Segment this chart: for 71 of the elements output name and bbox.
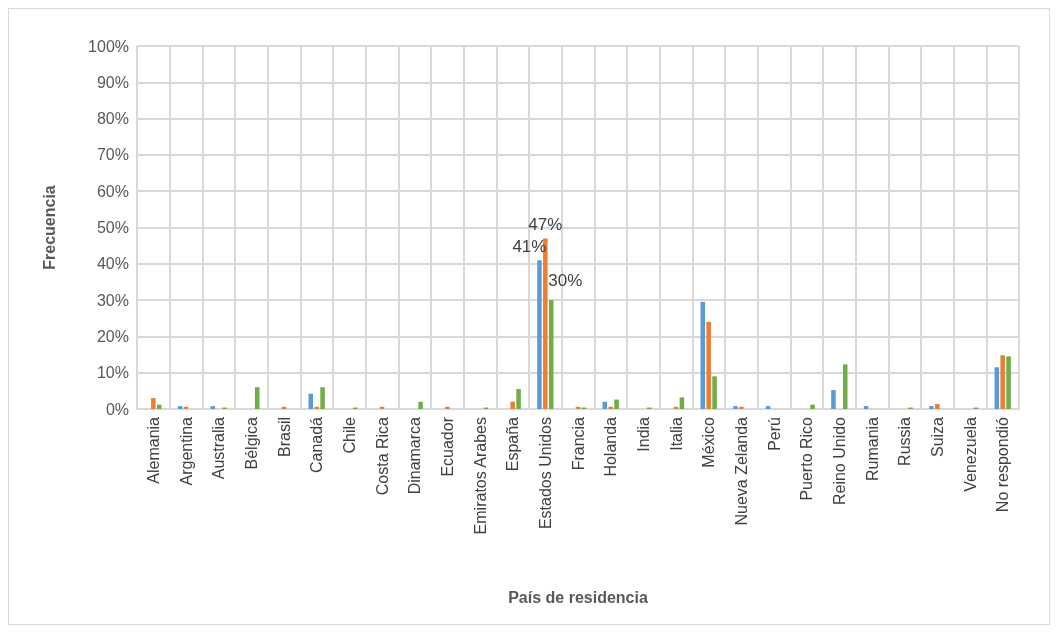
bar xyxy=(177,406,183,409)
x-tick-label: Puerto Rico xyxy=(798,416,816,501)
y-tick-label: 20% xyxy=(96,327,129,345)
bar xyxy=(210,406,216,409)
x-tick-label: Francia xyxy=(569,416,587,471)
y-tick-label: 100% xyxy=(88,37,129,55)
bar xyxy=(863,406,869,409)
bar xyxy=(929,406,934,409)
y-tick-label: 40% xyxy=(96,255,129,273)
x-axis-title: País de residencia xyxy=(508,588,648,606)
bar xyxy=(712,376,717,409)
x-tick-label: Brasil xyxy=(275,417,293,458)
x-tick-label: Russia xyxy=(896,416,914,466)
bar xyxy=(810,404,815,409)
bar xyxy=(1000,355,1005,409)
x-tick-label: Emiratos Arabes xyxy=(471,417,489,535)
x-tick-label: Italia xyxy=(667,416,685,451)
y-tick-label: 0% xyxy=(105,400,129,418)
x-tick-label: Costa Rica xyxy=(373,416,391,496)
bar xyxy=(608,406,613,409)
data-label: 30% xyxy=(548,271,583,291)
y-tick-label: 70% xyxy=(96,146,129,164)
bar xyxy=(831,390,836,409)
x-tick-label: Argentina xyxy=(177,416,195,486)
bar xyxy=(548,300,554,409)
x-tick-label: Estados Unidos xyxy=(536,417,554,530)
x-tick-label: Suiza xyxy=(928,416,946,458)
bar xyxy=(679,397,685,409)
y-tick-label: 50% xyxy=(96,219,129,236)
x-tick-label: Ecuador xyxy=(438,416,456,477)
x-tick-label: No respondió xyxy=(994,416,1012,513)
bar xyxy=(445,406,450,409)
x-tick-label: México xyxy=(700,416,718,468)
bar xyxy=(516,389,521,409)
y-tick-label: 80% xyxy=(96,110,129,128)
y-tick-label: 90% xyxy=(96,73,129,91)
bar xyxy=(314,406,319,409)
x-tick-label: Alemania xyxy=(144,416,162,484)
x-tick-label: Nueva Zelanda xyxy=(732,416,750,526)
x-tick-label: Bélgica xyxy=(242,416,260,470)
bar xyxy=(537,260,542,409)
y-tick-label: 30% xyxy=(96,291,129,309)
bar xyxy=(254,387,260,409)
bar xyxy=(1006,356,1011,409)
bar xyxy=(706,321,711,409)
data-label: 47% xyxy=(528,215,563,235)
y-axis-title: Frecuencia xyxy=(40,185,58,270)
x-tick-label: India xyxy=(634,416,652,452)
bar xyxy=(842,364,848,409)
x-tick-label: Dinamarca xyxy=(406,416,424,495)
bar xyxy=(765,406,771,409)
bar xyxy=(614,399,619,409)
x-tick-label: Perú xyxy=(765,417,783,451)
bar xyxy=(510,401,515,409)
bar xyxy=(935,403,940,409)
bar xyxy=(418,401,423,409)
x-tick-label: Chile xyxy=(340,416,358,454)
x-tick-label: Reino Unido xyxy=(830,416,848,506)
bar xyxy=(733,406,738,409)
bar xyxy=(320,387,325,409)
x-tick-label: Australia xyxy=(210,416,228,480)
y-tick-label: 60% xyxy=(96,182,129,200)
bar xyxy=(156,404,162,409)
x-tick-label: Venezuela xyxy=(961,416,979,492)
y-tick-label: 10% xyxy=(96,364,129,382)
x-tick-label: Rumania xyxy=(863,416,881,482)
x-tick-label: Holanda xyxy=(602,416,620,477)
bar xyxy=(739,406,744,409)
x-tick-label: Canadá xyxy=(308,416,326,474)
bar xyxy=(151,398,156,409)
x-tick-label: España xyxy=(504,416,522,472)
